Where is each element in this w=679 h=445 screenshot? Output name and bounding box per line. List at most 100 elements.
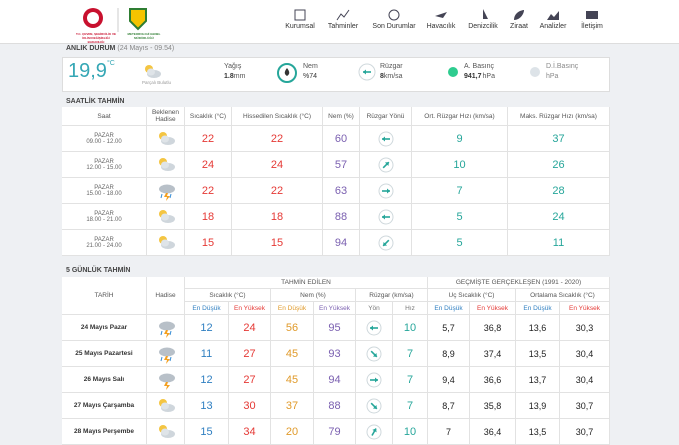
day: PAZAR bbox=[94, 236, 114, 243]
value: 88 bbox=[323, 204, 360, 230]
wind-direction bbox=[360, 178, 412, 204]
time-cell: PAZAR 09.00 - 12.00 bbox=[62, 126, 147, 152]
weather-icon-svg bbox=[159, 424, 175, 438]
nav-icon bbox=[336, 8, 350, 22]
group-header: Sıcaklık (°C) bbox=[185, 289, 271, 302]
column-header: Rüzgar Yönü bbox=[360, 107, 412, 126]
wind-label: Rüzgar bbox=[380, 63, 403, 70]
nav-item: Son Durumlar bbox=[372, 23, 416, 30]
value: 56 bbox=[271, 315, 314, 341]
value: 13,6 bbox=[516, 315, 560, 341]
weather-icon bbox=[147, 230, 185, 256]
value: 22 bbox=[232, 178, 323, 204]
weather-icon-svg bbox=[159, 184, 175, 201]
value: 7 bbox=[412, 178, 508, 204]
wind-direction-svg bbox=[378, 157, 394, 172]
nav-item: Tahminler bbox=[327, 23, 359, 30]
value: 18 bbox=[232, 204, 323, 230]
date: 26 Mayıs Salı bbox=[62, 367, 147, 393]
time: 21.00 - 24.00 bbox=[86, 242, 122, 249]
pressure-label: A. Basınç bbox=[464, 63, 494, 70]
wind-direction bbox=[360, 152, 412, 178]
sub-header: Yön bbox=[356, 302, 393, 315]
nav-icon bbox=[476, 8, 490, 22]
sub-header: En Düşük bbox=[516, 302, 560, 315]
value: 5,7 bbox=[428, 315, 470, 341]
wind-direction bbox=[356, 367, 393, 393]
value: 24 bbox=[508, 204, 610, 230]
wind-direction-svg bbox=[378, 131, 394, 146]
nav-item: Ziraat bbox=[510, 23, 528, 30]
wind-direction bbox=[356, 341, 393, 367]
humidity: %74 bbox=[303, 73, 318, 80]
value: 37 bbox=[508, 126, 610, 152]
sub-header: En Düşük bbox=[185, 302, 229, 315]
value: 30,7 bbox=[560, 419, 610, 445]
column-header: GEÇMİŞTE GERÇEKLEŞEN (1991 - 2020) bbox=[428, 277, 610, 289]
wind-value: 8 bbox=[380, 73, 384, 80]
nav-icon bbox=[512, 8, 526, 22]
wind-unit: km/sa bbox=[383, 73, 403, 80]
wind-direction bbox=[360, 204, 412, 230]
nav-icon bbox=[546, 8, 560, 22]
pressure-unit: hPa bbox=[482, 73, 495, 80]
nav-icon-svg bbox=[294, 9, 306, 21]
nav-icon bbox=[293, 8, 307, 22]
wind-direction-svg bbox=[378, 183, 394, 198]
time: 09.00 - 12.00 bbox=[86, 138, 122, 145]
value: 27 bbox=[229, 367, 271, 393]
value: 22 bbox=[232, 126, 323, 152]
weather-icon bbox=[147, 152, 185, 178]
weather-icon bbox=[147, 419, 185, 445]
date: 24 Mayıs Pazar bbox=[62, 315, 147, 341]
value: 10 bbox=[393, 419, 428, 445]
nav-icon-svg bbox=[388, 9, 400, 21]
pressure-dot bbox=[447, 65, 459, 77]
value: 60 bbox=[323, 126, 360, 152]
value: 30,4 bbox=[560, 367, 610, 393]
wind-direction bbox=[356, 419, 393, 445]
value: 13,5 bbox=[516, 341, 560, 367]
value: 34 bbox=[229, 419, 271, 445]
section-title: ANLIK DURUM (24 Mayıs - 09.54) bbox=[66, 45, 266, 55]
sea-pressure-dot-svg bbox=[530, 67, 540, 77]
weather-icon bbox=[147, 367, 185, 393]
weather-icon-svg bbox=[159, 209, 175, 223]
column-header: Beklenen Hadise bbox=[147, 107, 185, 126]
rain-value: 1.8 bbox=[224, 73, 234, 80]
column-header: TARİH bbox=[62, 277, 147, 315]
pressure-value: 941,7 bbox=[464, 73, 482, 80]
value: 63 bbox=[323, 178, 360, 204]
rain-unit: mm bbox=[233, 73, 246, 80]
value: 45 bbox=[271, 367, 314, 393]
group-header: Uç Sıcaklık (°C) bbox=[428, 289, 516, 302]
current-title: ANLIK DURUM bbox=[66, 45, 116, 52]
temp: 19,9 bbox=[68, 60, 107, 82]
date: 27 Mayıs Çarşamba bbox=[62, 393, 147, 419]
value: 7 bbox=[393, 341, 428, 367]
value: 22 bbox=[185, 126, 232, 152]
column-header: Hadise bbox=[147, 277, 185, 315]
value: 30,4 bbox=[560, 341, 610, 367]
date: 25 Mayıs Pazartesi bbox=[62, 341, 147, 367]
column-header: TAHMİN EDİLEN bbox=[185, 277, 428, 289]
value: 24 bbox=[232, 152, 323, 178]
value: 94 bbox=[323, 230, 360, 256]
current-temp: 19,9°C bbox=[68, 60, 138, 86]
value: 37 bbox=[271, 393, 314, 419]
current-time: (24 Mayıs - 09.54) bbox=[117, 45, 175, 52]
rain: 1.8mm bbox=[224, 73, 264, 82]
value: 15 bbox=[232, 230, 323, 256]
value: 7 bbox=[393, 393, 428, 419]
column-header: Sıcaklık (°C) bbox=[185, 107, 232, 126]
wind-icon bbox=[358, 63, 376, 81]
condition: Parçalı Bulutlu bbox=[142, 80, 172, 85]
section-title: 5 GÜNLÜK TAHMİN bbox=[66, 267, 131, 274]
column-header: Maks. Rüzgar Hızı (km/sa) bbox=[508, 107, 610, 126]
value: 26 bbox=[508, 152, 610, 178]
value: 30 bbox=[229, 393, 271, 419]
weather-icon bbox=[147, 315, 185, 341]
wind-direction-svg bbox=[378, 235, 394, 250]
value: 13 bbox=[185, 393, 229, 419]
